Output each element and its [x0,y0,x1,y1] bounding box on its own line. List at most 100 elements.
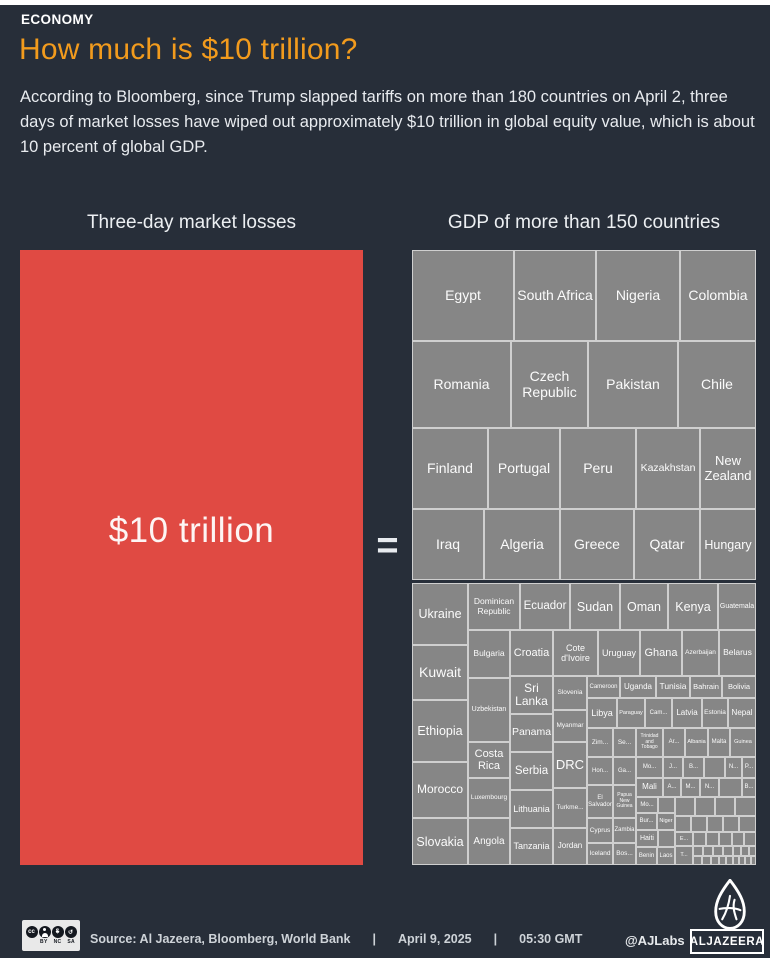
treemap-cell-sudan: Sudan [570,583,620,630]
sa-arrow-icon: ↺ [64,926,77,938]
treemap-cell-south-africa: South Africa [514,250,596,341]
treemap-cell-uganda: Uganda [620,676,656,698]
aljazeera-wordmark: ALJAZEERA [690,929,764,954]
treemap-cell-qatar: Qatar [634,509,700,580]
treemap-cell-egypt: Egypt [412,250,514,341]
treemap-cell-bulgaria: Bulgaria [468,630,510,678]
treemap-cell-unlabeled [739,816,756,832]
treemap-cell-unlabeled [693,846,703,856]
treemap-cell-unlabeled [723,816,739,832]
treemap-cell-bahrain: Bahrain [690,676,722,698]
treemap-cell-pakistan: Pakistan [588,341,678,428]
treemap-cell-cyprus: Cyprus [587,818,613,843]
ajlabs-handle: @AJLabs [625,933,685,948]
treemap-cell-unlabeled [732,832,744,846]
treemap-cell-albania: Albania [685,728,708,757]
treemap-cell-croatia: Croatia [510,630,553,676]
treemap-cell-estonia: Estonia [702,698,728,728]
treemap-cell-b: B... [683,757,704,778]
treemap-cell-tunisia: Tunisia [656,676,690,698]
treemap-cell-panama: Panama [510,714,553,752]
treemap-cell-hon: Hon... [587,757,613,785]
treemap-cell-belarus: Belarus [719,630,756,676]
treemap-cell-unlabeled [715,797,735,816]
treemap-cell-n: N... [725,757,742,778]
gdp-treemap: Egypt South Africa Nigeria Colombia Romania C… [412,250,756,865]
treemap-cell-haiti: Haiti [636,830,658,847]
treemap-cell-unlabeled [739,856,745,865]
treemap-cell-ga: Ga... [613,757,636,785]
left-column-title: Three-day market losses [86,212,297,233]
treemap-cell-unlabeled [713,846,723,856]
treemap-cell-unlabeled [719,832,732,846]
treemap-cell-unlabeled [703,846,713,856]
treemap-cell-cameroon: Cameroon [587,676,620,698]
treemap-cell-libya: Libya [587,698,617,728]
treemap-cell-uruguay: Uruguay [598,630,640,676]
cc-icon: cc [25,926,38,938]
treemap-cell-b: B... [742,778,756,797]
treemap-cell-bur: Bur... [636,813,657,830]
treemap-cell-unlabeled [735,797,756,816]
treemap-cell-nigeria: Nigeria [596,250,680,341]
treemap-cell-bolivia: Bolivia [722,676,756,698]
treemap-cell-p: P... [742,757,756,778]
treemap-cell-unlabeled [704,757,725,778]
right-column-title: GDP of more than 150 countries [447,212,721,233]
treemap-cell-serbia: Serbia [510,752,553,790]
treemap-cell-uzbekistan: Uzbekistan [468,678,510,742]
market-losses-value: $10 trillion [108,511,275,551]
treemap-cell-zim: Zim... [587,728,613,757]
time-text: 05:30 GMT [519,932,583,946]
treemap-cell-unlabeled [702,856,711,865]
treemap-cell-slovakia: Slovakia [412,818,468,865]
treemap-cell-benin: Benin [636,847,657,865]
treemap-cell-unlabeled [707,816,723,832]
treemap-cell-czech-republic: Czech Republic [511,341,588,428]
treemap-cell-mo: Mo... [636,797,658,813]
treemap-cell-iraq: Iraq [412,509,484,580]
source-text: Source: Al Jazeera, Bloomberg, World Ban… [90,932,351,946]
treemap-cell-unlabeled [723,846,733,856]
treemap-cell-turkme: Turkme... [553,788,587,828]
treemap-cell-azerbaijan: Azerbaijan [682,630,719,676]
treemap-cell-guinea: Guinea [730,728,756,757]
treemap-cell-t: T... [675,846,693,865]
treemap-cell-niger: Niger [657,813,675,830]
aljazeera-flame-logo [714,879,746,930]
cc-icons: cc $ ↺ [25,926,77,938]
treemap-cell-nepal: Nepal [728,698,756,728]
market-losses-block: $10 trillion [20,250,363,865]
treemap-cell-morocco: Morocco [412,762,468,818]
treemap-cell-el-salvador: El Salvador [587,785,613,818]
treemap-cell-guatemala: Guatemala [718,583,756,630]
treemap-cell-costa-rica: Costa Rica [468,742,510,778]
treemap-cell-malta: Malta [708,728,730,757]
treemap-cell-iceland: Iceland [587,843,613,865]
treemap-cell-unlabeled [675,816,691,832]
treemap-cell-colombia: Colombia [680,250,756,341]
separator: | [493,932,498,946]
treemap-cell-zambia: Zambia [613,818,636,843]
nc-dollar-icon: $ [51,926,64,938]
treemap-cell-j: J... [663,757,683,778]
treemap-cell-jordan: Jordan [553,828,587,865]
separator: | [372,932,376,946]
treemap-cell-unlabeled [744,832,756,846]
treemap-cell-mali: Mali [636,778,663,797]
treemap-cell-unlabeled [719,856,726,865]
treemap-cell-chile: Chile [678,341,756,428]
treemap-cell-oman: Oman [620,583,668,630]
treemap-cell-slovenia: Slovenia [553,676,587,710]
treemap-cell-e: E... [675,832,693,846]
page-title: How much is $10 trillion? [19,33,358,66]
treemap-cell-bos: Bos... [613,843,636,865]
treemap-cell-portugal: Portugal [488,428,560,509]
treemap-cell-mo: Mo... [636,757,663,778]
treemap-cell-dominican-republic: Dominican Republic [468,583,520,630]
treemap-cell-ethiopia: Ethiopia [412,700,468,762]
treemap-cell-latvia: Latvia [672,698,702,728]
treemap-cell-unlabeled [693,856,702,865]
treemap-cell-unlabeled [706,832,719,846]
cc-labels: BY NC SA [40,939,75,945]
